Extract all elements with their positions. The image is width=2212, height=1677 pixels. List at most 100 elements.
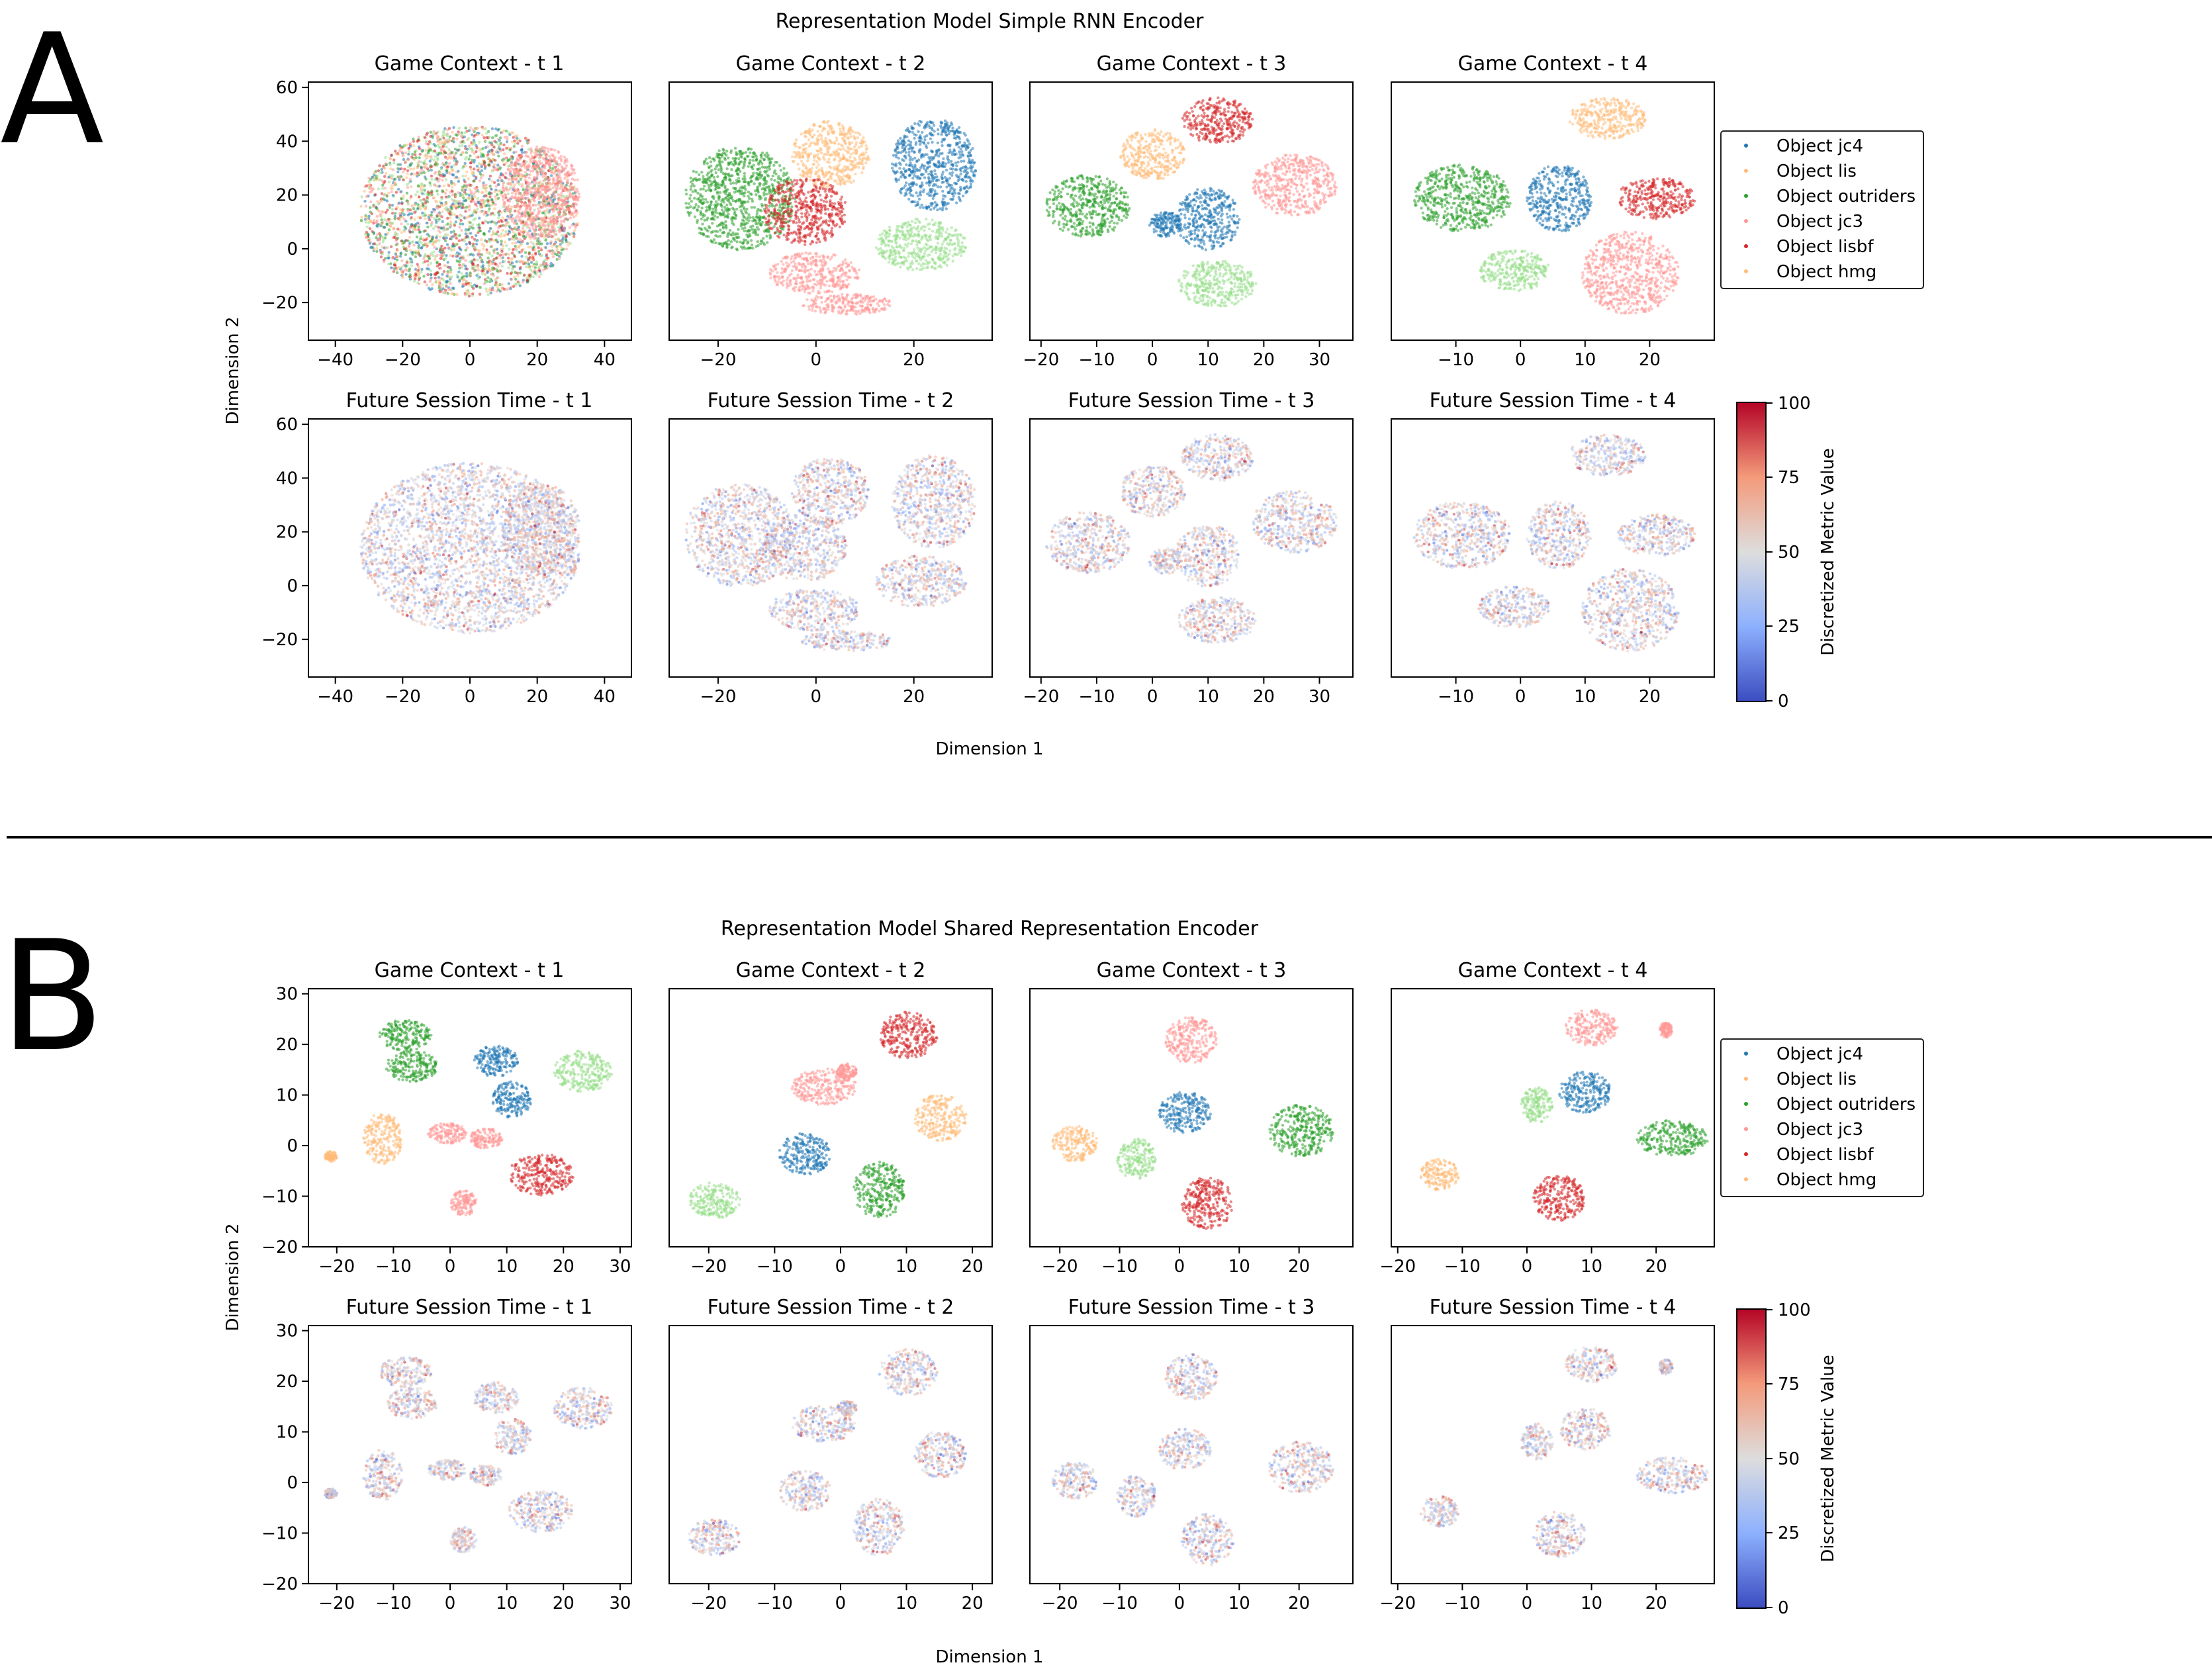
y-tick-label: 20 bbox=[276, 186, 298, 206]
subplot-b-r1c4: −20 −10 0 10 20 bbox=[1379, 988, 1715, 1277]
colorbar-tick: 0 bbox=[1778, 692, 1789, 711]
subplot-title-b-r1c1: Game Context - t 1 bbox=[375, 959, 565, 982]
x-tick-label: 0 bbox=[1174, 1594, 1185, 1613]
x-tick-label: 20 bbox=[1253, 687, 1275, 707]
x-tick-label: 10 bbox=[496, 1594, 518, 1613]
axes-frame bbox=[1391, 81, 1715, 341]
x-tick-label: 20 bbox=[526, 350, 548, 370]
x-tick-label: 20 bbox=[1645, 1594, 1667, 1613]
axes-frame bbox=[308, 1325, 632, 1584]
subplot-b-r2c3: −20 −10 0 10 20 bbox=[1029, 1325, 1354, 1613]
y-tick-label: −20 bbox=[261, 293, 298, 313]
x-tick-label: −10 bbox=[1079, 350, 1115, 370]
legend-label: Object lisbf bbox=[1776, 1145, 1874, 1165]
legend-label: Object lisbf bbox=[1776, 237, 1874, 257]
scatter-points bbox=[1045, 433, 1338, 644]
subplot-b-r2c2: −20 −10 0 10 20 bbox=[668, 1325, 993, 1613]
y-tick-label: −10 bbox=[261, 1524, 298, 1544]
scatter-points bbox=[1051, 1016, 1335, 1230]
subplot-title-b-r1c2: Game Context - t 2 bbox=[736, 959, 926, 982]
x-tick-label: 30 bbox=[1309, 350, 1330, 370]
x-tick-label: 10 bbox=[496, 1257, 518, 1277]
x-tick-label: 20 bbox=[903, 350, 925, 370]
axes-frame bbox=[1029, 81, 1354, 341]
axes-frame bbox=[1029, 1325, 1354, 1584]
colorbar-b: 0 25 50 75 100 Discretized Metric Value bbox=[1736, 1300, 1838, 1618]
subplot-b-r2c4: −20 −10 0 10 20 bbox=[1379, 1325, 1715, 1613]
x-tick-label: 0 bbox=[1515, 687, 1526, 707]
legend-label: Object lis bbox=[1776, 161, 1857, 181]
subplot-title-a-r1c4: Game Context - t 4 bbox=[1458, 52, 1648, 75]
colorbar-label: Discretized Metric Value bbox=[1818, 1355, 1838, 1563]
colorbar-tick: 25 bbox=[1778, 1523, 1800, 1543]
legend-label: Object jc4 bbox=[1776, 136, 1863, 156]
axes-frame bbox=[668, 418, 993, 678]
y-tick-label: 30 bbox=[276, 1322, 298, 1341]
x-tick-label: 20 bbox=[1288, 1257, 1310, 1277]
x-tick-label: 10 bbox=[896, 1257, 917, 1277]
x-tick-label: 20 bbox=[1253, 350, 1275, 370]
x-tick-label: 0 bbox=[1174, 1257, 1185, 1277]
legend-label: Object outriders bbox=[1776, 187, 1915, 206]
y-tick-label: 10 bbox=[276, 1086, 298, 1106]
subplot-a-r2c2: −20 0 20 bbox=[668, 418, 993, 707]
legend-marker-jc3 bbox=[1744, 1127, 1748, 1131]
panel-letter-a: A bbox=[0, 2, 104, 179]
x-tick-label: 20 bbox=[962, 1594, 984, 1613]
x-tick-label: −40 bbox=[317, 687, 353, 707]
scatter-points bbox=[688, 1011, 968, 1219]
x-tick-label: 30 bbox=[609, 1594, 631, 1613]
xlabel-a: Dimension 1 bbox=[935, 739, 1043, 759]
legend-label: Object jc3 bbox=[1776, 212, 1863, 232]
y-tick-label: −20 bbox=[261, 1574, 298, 1594]
panel-title-b: Representation Model Shared Representati… bbox=[721, 917, 1259, 940]
axes-frame bbox=[668, 1325, 993, 1584]
x-tick-label: −20 bbox=[690, 1257, 727, 1277]
y-tick-label: 30 bbox=[276, 985, 298, 1005]
subplot-title-a-r2c4: Future Session Time - t 4 bbox=[1430, 389, 1677, 412]
x-tick-label: 0 bbox=[445, 1257, 456, 1277]
scatter-points bbox=[359, 462, 580, 635]
x-tick-label: −10 bbox=[1438, 350, 1474, 370]
subplot-b-r1c2: −20 −10 0 10 20 bbox=[668, 988, 993, 1277]
subplot-title-a-r2c2: Future Session Time - t 2 bbox=[708, 389, 954, 412]
legend-label: Object hmg bbox=[1776, 1170, 1876, 1190]
x-tick-label: 0 bbox=[465, 687, 476, 707]
y-tick-label: 20 bbox=[276, 1372, 298, 1392]
colorbar-tick: 0 bbox=[1778, 1598, 1789, 1618]
legend-label: Object lis bbox=[1776, 1069, 1857, 1089]
legend-label: Object outriders bbox=[1776, 1095, 1915, 1114]
x-tick-label: −10 bbox=[757, 1594, 793, 1613]
colorbar-tick: 100 bbox=[1778, 394, 1811, 414]
x-tick-label: −20 bbox=[318, 1257, 355, 1277]
x-tick-label: 20 bbox=[1639, 687, 1661, 707]
x-tick-label: 30 bbox=[609, 1257, 631, 1277]
axes-frame bbox=[1391, 988, 1715, 1247]
y-tick-label: 0 bbox=[287, 1473, 298, 1493]
subplot-title-b-r2c3: Future Session Time - t 3 bbox=[1068, 1296, 1315, 1319]
x-tick-label: 20 bbox=[1639, 350, 1661, 370]
x-tick-label: −20 bbox=[1023, 687, 1059, 707]
legend-b: Object jc4 Object lis Object outriders O… bbox=[1720, 1038, 1924, 1197]
legend-marker-jc4 bbox=[1744, 1052, 1748, 1056]
x-tick-label: −10 bbox=[1444, 1257, 1481, 1277]
x-tick-label: 20 bbox=[1645, 1257, 1667, 1277]
x-tick-label: 0 bbox=[835, 1257, 847, 1277]
subplot-a-r1c3: −20 −10 0 10 20 30 bbox=[1023, 81, 1354, 370]
axes-frame bbox=[1029, 988, 1354, 1247]
axes-frame bbox=[308, 988, 632, 1247]
scatter-points bbox=[359, 125, 581, 298]
legend-marker-jc3 bbox=[1744, 219, 1748, 223]
colorbar-tick: 75 bbox=[1778, 468, 1800, 488]
x-tick-label: 10 bbox=[1581, 1257, 1602, 1277]
legend-label: Object jc4 bbox=[1776, 1044, 1863, 1064]
x-tick-label: 0 bbox=[445, 1594, 456, 1613]
y-tick-label: 10 bbox=[276, 1423, 298, 1443]
x-tick-label: 10 bbox=[1197, 350, 1219, 370]
colorbar-tick: 50 bbox=[1778, 543, 1800, 563]
x-tick-label: 20 bbox=[1288, 1594, 1310, 1613]
scatter-plots: −40 −20 0 20 40 −20 0 20 40 60 −20 0 20 −20 −10 0 10 20 30… bbox=[261, 78, 1715, 1613]
y-tick-label: −20 bbox=[261, 630, 298, 650]
legend-marker-hmg bbox=[1744, 1177, 1748, 1181]
